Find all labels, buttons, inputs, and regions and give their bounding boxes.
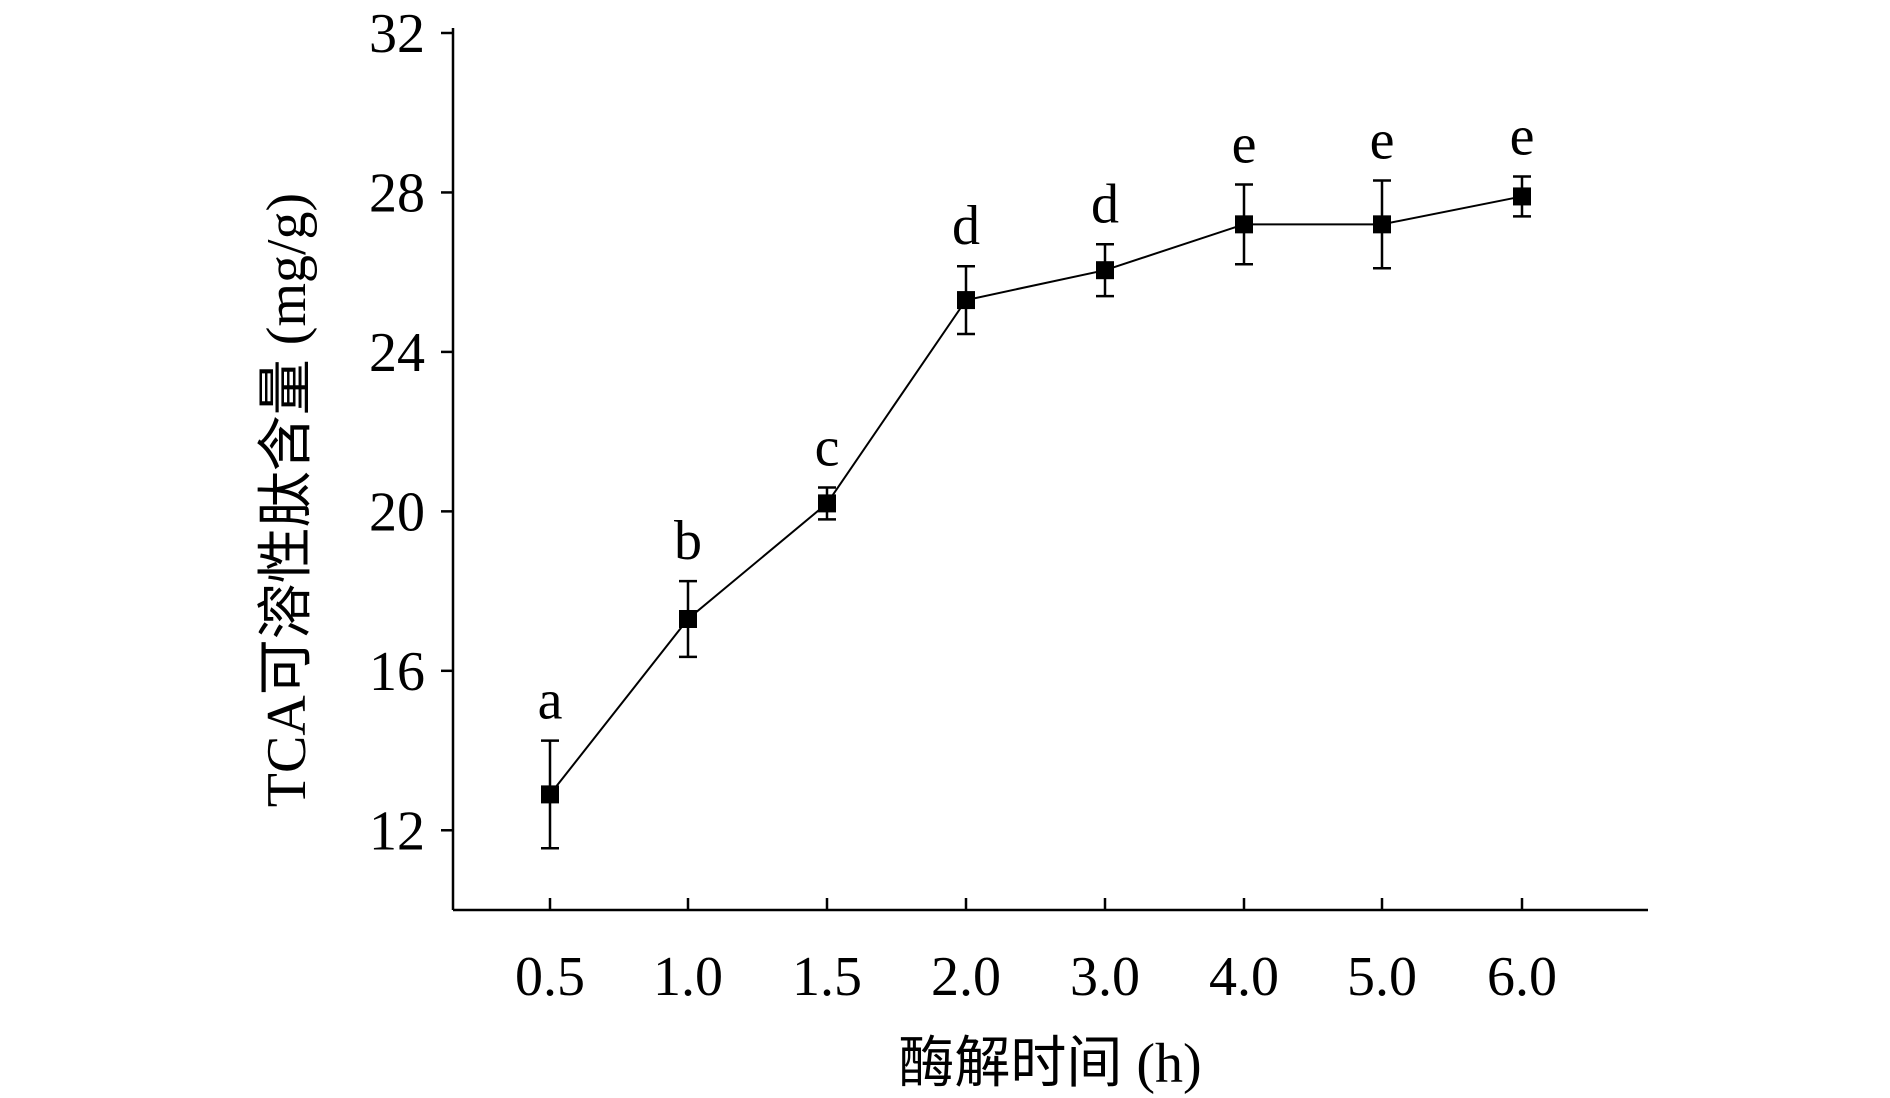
data-point — [1096, 261, 1114, 280]
axes: 12 16 20 24 28 32 0.5 1.0 1.5 2.0 3.0 4.0 5.0 6.0 — [369, 3, 1648, 1008]
x-tick-label: 0.5 — [515, 946, 585, 1008]
data-point — [957, 291, 975, 310]
data-point — [1373, 215, 1391, 234]
significance-label: e — [1510, 106, 1535, 168]
significance-label: b — [674, 510, 702, 572]
x-tick-label: 5.0 — [1347, 946, 1417, 1008]
x-axis-label: 酶解时间 (h) — [898, 1033, 1201, 1095]
series-line — [549, 195, 1523, 796]
x-tick-label: 1.0 — [653, 946, 723, 1008]
significance-label: a — [538, 670, 563, 732]
y-tick-label: 24 — [369, 322, 425, 384]
significance-label: e — [1370, 109, 1395, 171]
x-tick-label: 1.5 — [792, 946, 862, 1008]
data-point — [679, 609, 697, 628]
data-point — [1513, 187, 1531, 206]
marks: a b c d d e e e — [538, 106, 1535, 850]
y-tick-label: 16 — [369, 641, 425, 703]
data-point — [1235, 215, 1253, 234]
x-tick-label: 3.0 — [1070, 946, 1140, 1008]
y-tick-label: 28 — [369, 162, 425, 224]
significance-label: d — [952, 195, 980, 257]
x-tick-label: 4.0 — [1209, 946, 1279, 1008]
y-axis-label: TCA可溶性肽含量 (mg/g) — [256, 193, 318, 807]
y-tick-label: 32 — [369, 3, 425, 65]
x-tick-label: 2.0 — [931, 946, 1001, 1008]
data-point — [818, 494, 836, 513]
data-point — [541, 785, 559, 804]
y-tick-label: 12 — [369, 800, 425, 862]
x-tick-label: 6.0 — [1487, 946, 1557, 1008]
significance-label: d — [1091, 173, 1119, 235]
significance-label: e — [1232, 113, 1257, 175]
significance-label: c — [815, 416, 840, 478]
y-tick-label: 20 — [369, 481, 425, 543]
